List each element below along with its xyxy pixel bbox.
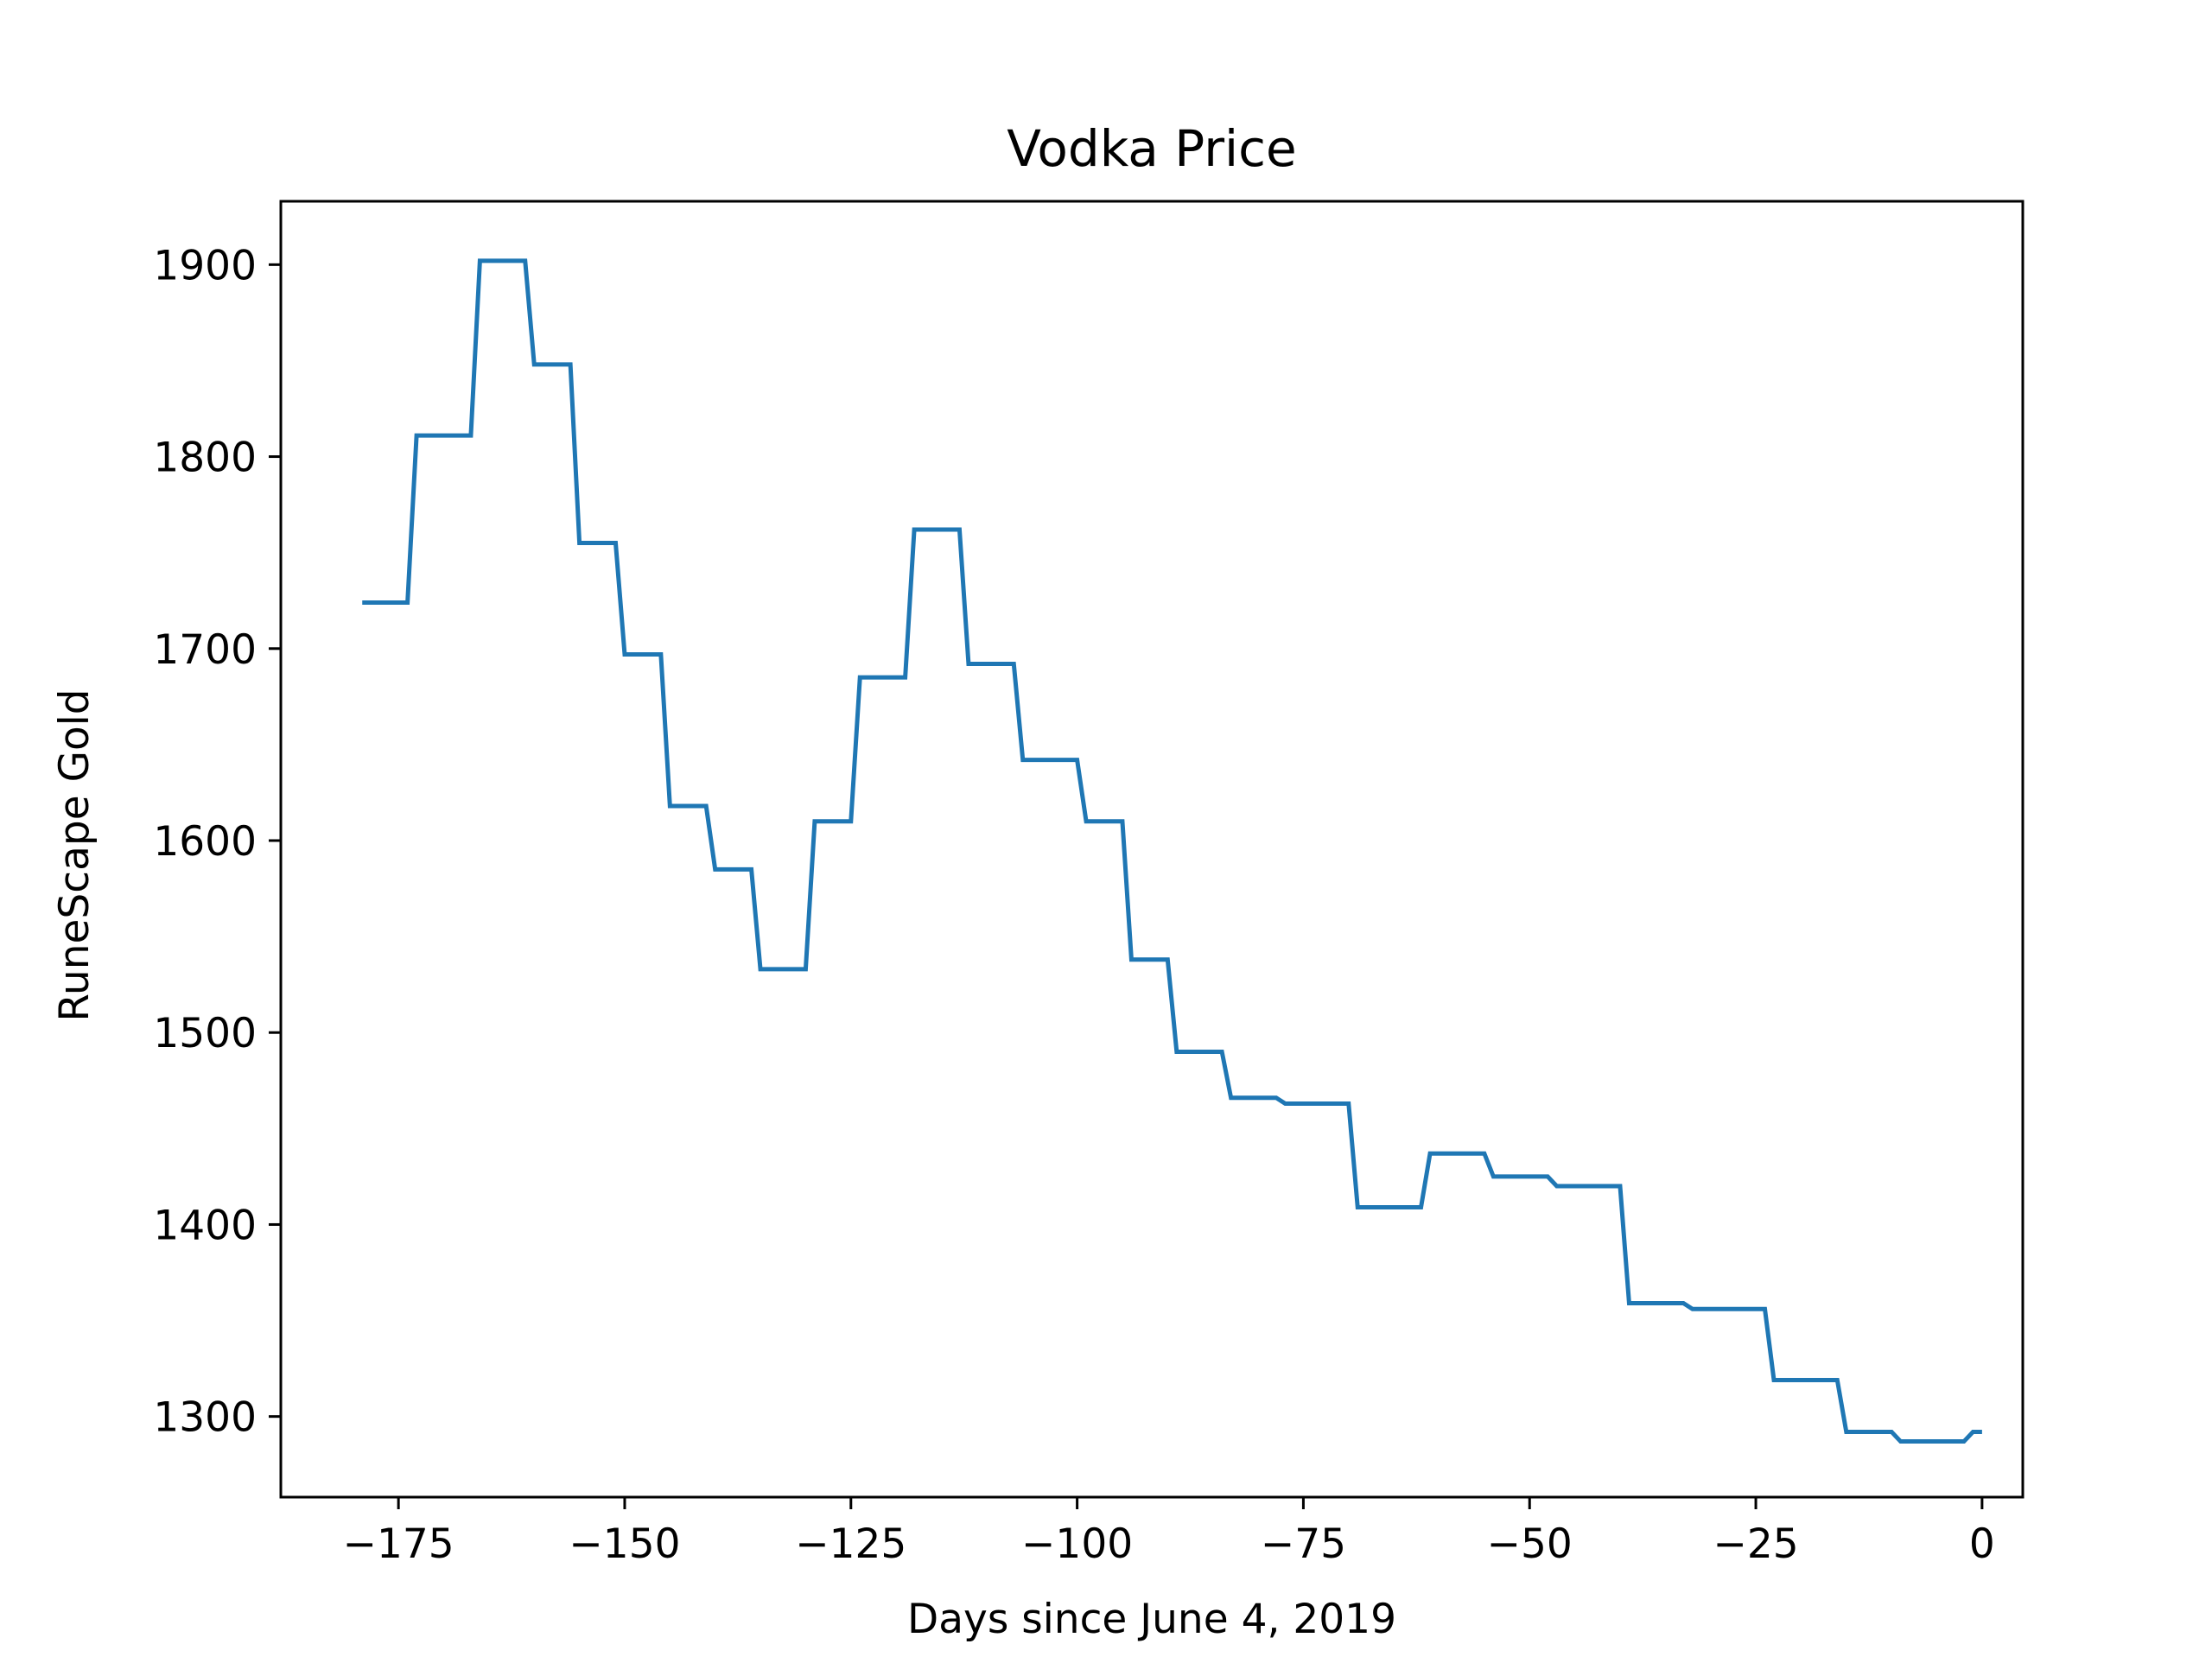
y-tick-label: 1900 [153, 242, 257, 289]
y-tick-label: 1700 [153, 626, 257, 674]
x-tick-label: −150 [569, 1520, 680, 1568]
x-tick-label: 0 [1969, 1520, 1995, 1568]
x-tick-label: −75 [1261, 1520, 1346, 1568]
plot-area-frame [279, 200, 2024, 1499]
x-tick-label: −25 [1713, 1520, 1798, 1568]
chart-title: Vodka Price [1007, 119, 1297, 178]
y-tick-label: 1500 [153, 1010, 257, 1057]
x-tick-label: −125 [795, 1520, 906, 1568]
y-tick-label: 1600 [153, 818, 257, 866]
y-tick-label: 1800 [153, 435, 257, 482]
y-axis-label: RuneScape Gold [51, 689, 99, 1021]
data-series [362, 258, 1982, 1444]
x-tick-label: −175 [343, 1520, 454, 1568]
axis-ticks: −175 −150 −125 −100 −75 −50 −25 0 1300 1400 1500 16… [153, 242, 1994, 1568]
x-axis-label: Days since June 4, 2019 [907, 1596, 1396, 1643]
series-line [362, 258, 1982, 1444]
y-tick-label: 1400 [153, 1202, 257, 1249]
x-tick-label: −50 [1487, 1520, 1573, 1568]
y-tick-label: 1300 [153, 1394, 257, 1442]
x-tick-label: −100 [1021, 1520, 1133, 1568]
